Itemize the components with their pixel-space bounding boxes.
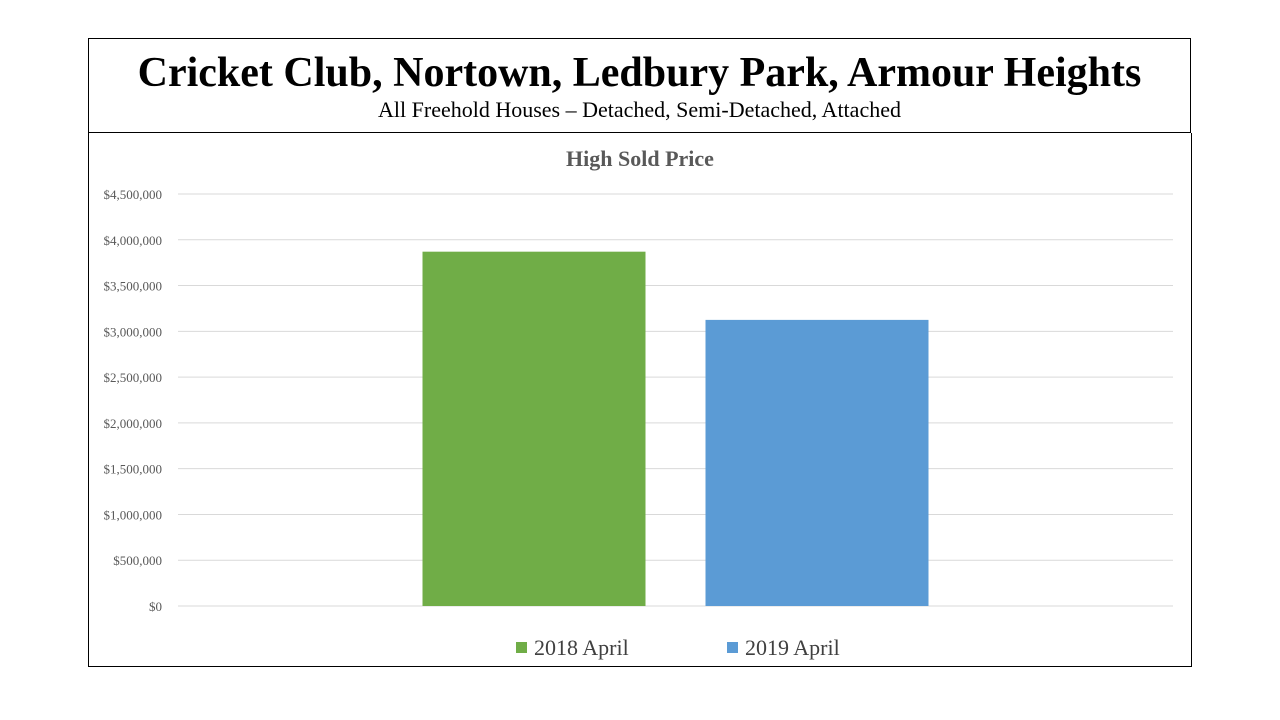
y-tick-label: $2,000,000 xyxy=(104,416,163,431)
legend-swatch xyxy=(727,642,738,653)
legend: 2018 April 2019 April xyxy=(516,635,840,660)
y-tick-label: $4,000,000 xyxy=(104,233,163,248)
y-axis-ticks: $0 $500,000 $1,000,000 $1,500,000 $2,000,000… xyxy=(104,187,163,614)
y-tick-label: $500,000 xyxy=(113,553,162,568)
legend-label: 2019 April xyxy=(745,635,840,660)
y-tick-label: $0 xyxy=(149,599,162,614)
bars xyxy=(422,251,929,606)
header-box: Cricket Club, Nortown, Ledbury Park, Arm… xyxy=(88,38,1191,133)
y-tick-label: $3,000,000 xyxy=(104,324,163,339)
bar-2019-april xyxy=(705,319,929,606)
bar-2018-april xyxy=(422,251,646,606)
page-subtitle: All Freehold Houses – Detached, Semi-Det… xyxy=(378,97,901,122)
page-title: Cricket Club, Nortown, Ledbury Park, Arm… xyxy=(137,50,1142,96)
legend-label: 2018 April xyxy=(534,635,629,660)
y-tick-label: $4,500,000 xyxy=(104,187,163,202)
y-tick-label: $2,500,000 xyxy=(104,370,163,385)
chart-title: High Sold Price xyxy=(566,146,714,171)
y-tick-label: $1,500,000 xyxy=(104,462,163,477)
y-tick-label: $3,500,000 xyxy=(104,279,163,294)
y-tick-label: $1,000,000 xyxy=(104,507,163,522)
gridlines xyxy=(178,193,1173,607)
legend-swatch xyxy=(516,642,527,653)
